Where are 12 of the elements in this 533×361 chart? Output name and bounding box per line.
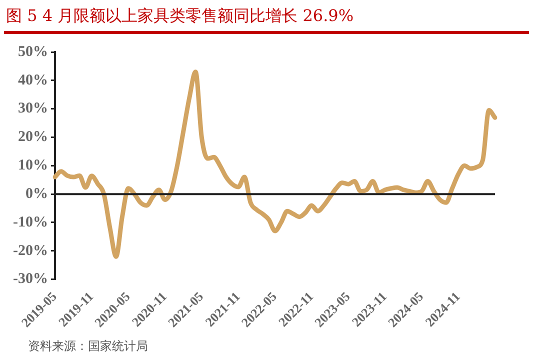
chart-title: 图 5 4 月限额以上家具类零售额同比增长 26.9%: [6, 6, 354, 27]
y-tick-label: -30%: [12, 271, 48, 288]
y-tick-label: -20%: [12, 242, 48, 259]
y-tick-label: 50%: [18, 44, 48, 60]
y-tick-label: -10%: [12, 214, 48, 230]
y-tick-label: 30%: [18, 100, 48, 117]
y-tick-label: 20%: [18, 129, 48, 146]
line-series: [52, 70, 498, 259]
text: 资料来源：国家统计局: [28, 338, 148, 355]
y-tick-label: 10%: [18, 158, 48, 174]
y-tick-label: 40%: [18, 72, 48, 88]
y-tick-label: 0%: [25, 186, 48, 202]
